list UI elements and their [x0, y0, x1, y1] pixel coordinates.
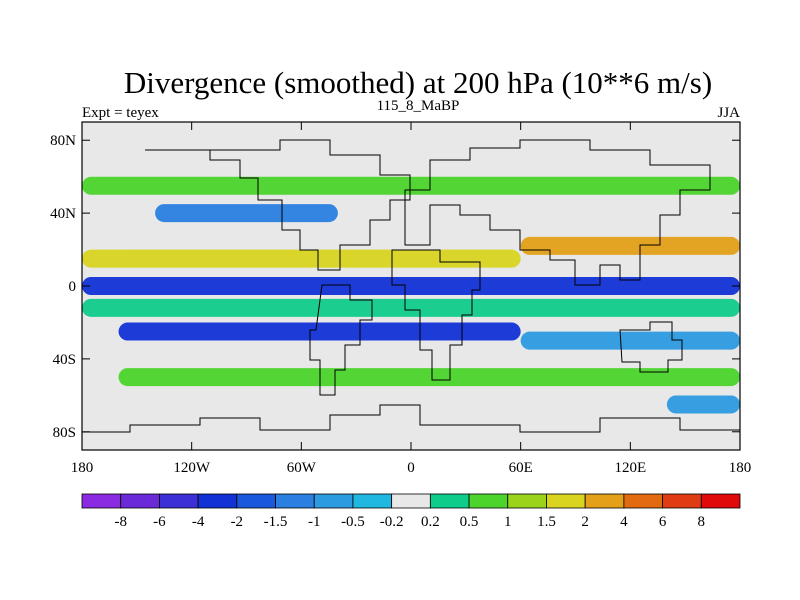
colorbar-swatch: [391, 493, 431, 509]
colorbar-swatch: [352, 493, 393, 509]
colorbar-label: -6: [153, 514, 166, 530]
x-tick-label: 180: [729, 460, 752, 476]
contour-band-5: [82, 298, 740, 317]
colorbar-label: -0.2: [380, 514, 404, 530]
colorbar-swatch: [507, 493, 547, 509]
colorbar-swatch: [159, 493, 199, 509]
plot-area: [81, 121, 741, 451]
x-tick-label: 120E: [614, 460, 646, 476]
colorbar-swatch: [623, 493, 663, 509]
contour-band-4: [82, 277, 740, 295]
x-tick-label: 0: [407, 460, 415, 476]
right-string: JJA: [717, 105, 740, 121]
colorbar-swatch: [81, 493, 122, 509]
colorbar-label: 0.5: [460, 514, 479, 530]
x-tick-label: 180: [71, 460, 94, 476]
contour-band-7: [520, 331, 740, 350]
colorbar-swatch: [197, 493, 238, 509]
colorbar-label: -4: [192, 514, 205, 530]
x-axis: 180 120W 60W 0 60E 120E 180: [71, 122, 752, 476]
coastline-north-america: [145, 139, 411, 271]
colorbar-swatch: [236, 493, 276, 509]
colorbar-swatch: [700, 493, 741, 509]
colorbar-label: -8: [114, 514, 127, 530]
colorbar-label: 8: [698, 514, 706, 530]
colorbar-label: 1: [504, 514, 512, 530]
coastline-antarctica: [82, 404, 740, 433]
contour-band-3: [82, 249, 521, 268]
colorbar-label: 6: [659, 514, 667, 530]
colorbar-label: -2: [231, 514, 244, 530]
contour-band-6: [118, 322, 521, 341]
x-tick-label: 60E: [509, 460, 533, 476]
colorbar-label: -1.5: [264, 514, 288, 530]
y-tick-label: 80S: [53, 425, 76, 441]
coastline-eurasia: [404, 139, 711, 286]
colorbar-label: 0.2: [421, 514, 440, 530]
contour-band-2: [520, 236, 740, 255]
y-tick-label: 0: [69, 279, 77, 295]
colorbar-swatch: [468, 493, 509, 509]
colorbar-label: 4: [620, 514, 628, 530]
colorbar-swatch: [429, 493, 470, 509]
contour-band-0: [82, 176, 740, 195]
left-string: Expt = teyex: [82, 105, 159, 121]
colorbar-swatch: [275, 493, 315, 509]
contour-band-8: [118, 368, 741, 387]
y-tick-label: 40N: [50, 206, 76, 222]
center-string: 115_8_MaBP: [377, 98, 460, 114]
colorbar: -8 -6 -4 -2 -1.5 -1 -0.5 -0.2 0.2 0.5 1 1.5 2 4 6 8: [81, 493, 741, 530]
colorbar-swatch: [313, 493, 354, 509]
colorbar-label: 1.5: [537, 514, 556, 530]
contour-band-9: [666, 395, 740, 414]
y-tick-label: 40S: [53, 352, 76, 368]
coastline-south-america: [309, 284, 373, 396]
y-axis: 80N 40N 0 40S 80S: [50, 133, 740, 441]
coastline-australia: [619, 321, 683, 373]
chart-title: Divergence (smoothed) at 200 hPa (10**6 …: [124, 65, 712, 100]
colorbar-label: -1: [308, 514, 321, 530]
y-tick-label: 80N: [50, 133, 76, 149]
continent-outlines: [82, 139, 740, 433]
colorbar-label: -0.5: [341, 514, 365, 530]
x-tick-label: 120W: [173, 460, 211, 476]
colorbar-label: 2: [581, 514, 589, 530]
contour-band-1: [155, 204, 338, 223]
colorbar-swatch: [662, 493, 702, 509]
colorbar-swatch: [120, 493, 160, 509]
colorbar-swatch: [546, 493, 586, 509]
coastline-africa: [391, 249, 481, 381]
colorbar-swatch: [584, 493, 625, 509]
x-tick-label: 60W: [287, 460, 317, 476]
